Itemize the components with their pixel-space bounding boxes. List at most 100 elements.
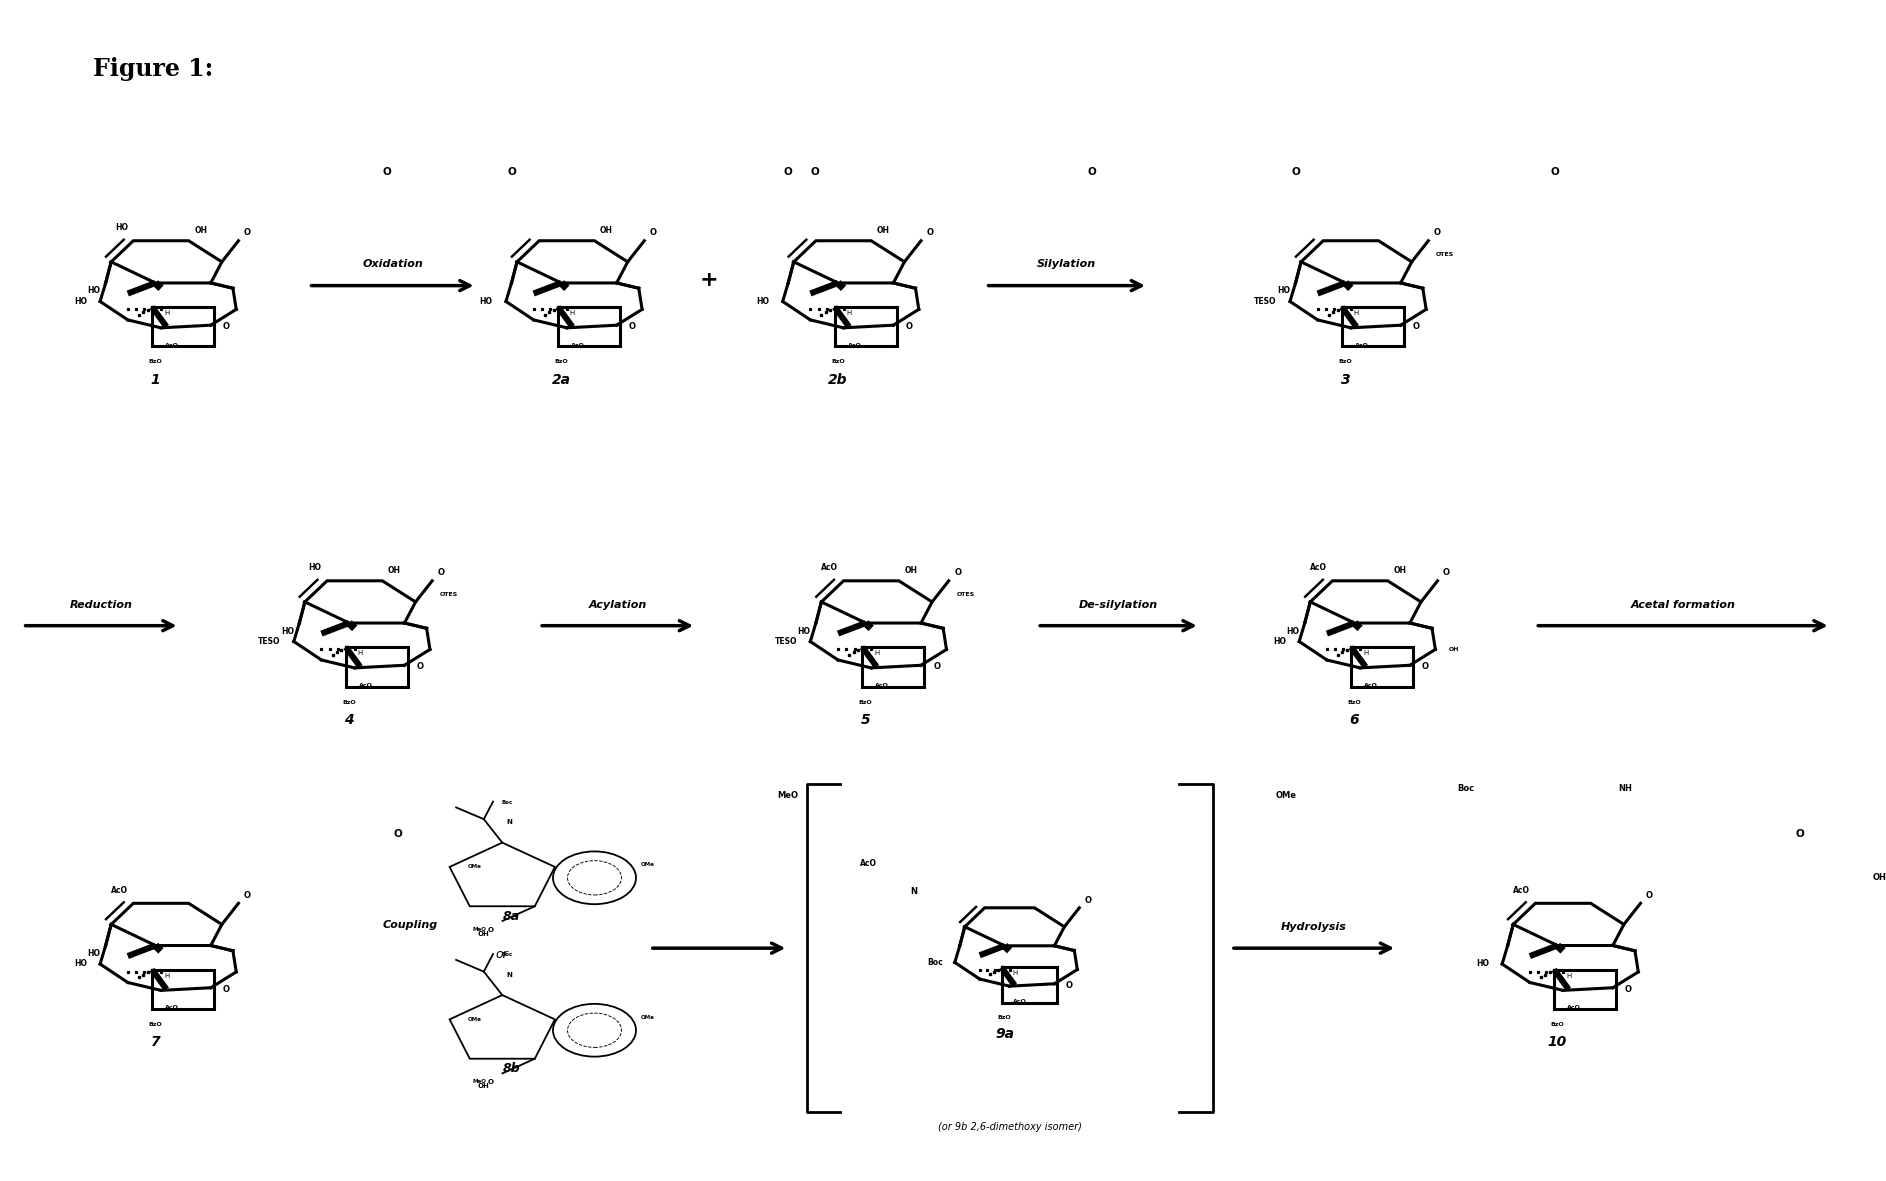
Text: H: H: [1354, 311, 1360, 317]
Text: OH: OH: [905, 566, 917, 575]
Text: Hydrolysis: Hydrolysis: [1281, 922, 1347, 932]
Text: BzO: BzO: [1348, 699, 1362, 705]
Text: H: H: [164, 973, 170, 979]
Text: HO: HO: [87, 950, 100, 958]
Text: O: O: [1413, 322, 1420, 331]
Text: BzO: BzO: [149, 1022, 162, 1027]
Text: BzO: BzO: [554, 359, 568, 365]
Text: AcO: AcO: [166, 1005, 179, 1010]
Text: OTES: OTES: [1435, 253, 1454, 257]
Text: OH: OH: [194, 226, 207, 235]
Text: HO: HO: [309, 563, 321, 573]
Text: HO: HO: [1286, 627, 1299, 635]
Text: O: O: [1086, 167, 1096, 176]
Text: AcO: AcO: [166, 342, 179, 347]
Text: HO: HO: [1277, 287, 1290, 295]
Text: HO: HO: [798, 627, 811, 635]
Text: O: O: [1066, 980, 1073, 990]
Text: O: O: [438, 568, 445, 578]
Text: Boc: Boc: [502, 800, 513, 804]
Text: O: O: [1292, 167, 1299, 176]
Text: O: O: [1084, 895, 1092, 905]
Text: H: H: [873, 650, 879, 657]
Text: 8b: 8b: [502, 1063, 521, 1076]
Text: 2a: 2a: [553, 373, 571, 386]
Text: OTES: OTES: [439, 593, 458, 598]
Text: Boc: Boc: [502, 952, 513, 957]
Text: 3: 3: [1341, 373, 1350, 386]
Text: AcO: AcO: [1354, 342, 1369, 347]
Text: HO: HO: [479, 296, 492, 306]
Text: O: O: [417, 663, 424, 671]
Text: TESO: TESO: [775, 637, 798, 646]
Text: BzO: BzO: [858, 699, 873, 705]
Text: O: O: [487, 927, 494, 933]
Text: Boc: Boc: [928, 958, 943, 967]
Text: O: O: [507, 167, 517, 176]
Text: OH: OH: [600, 226, 613, 235]
Text: H: H: [1565, 973, 1571, 979]
Text: BzO: BzO: [998, 1014, 1011, 1019]
Text: BzO: BzO: [341, 699, 356, 705]
Text: O: O: [223, 322, 230, 331]
Text: AcO: AcO: [111, 886, 128, 895]
Text: HO: HO: [87, 287, 100, 295]
Text: O: O: [954, 568, 962, 578]
Text: Boc: Boc: [1458, 784, 1475, 794]
Text: Figure 1:: Figure 1:: [92, 57, 213, 81]
Text: BzO: BzO: [1339, 359, 1352, 365]
Text: OH: OH: [477, 1083, 490, 1089]
Text: AcO: AcO: [358, 683, 373, 687]
Text: O: O: [487, 1079, 494, 1085]
Text: AcO: AcO: [571, 342, 585, 347]
Text: BzO: BzO: [1550, 1022, 1563, 1027]
Text: O: O: [651, 228, 656, 237]
Text: MeO: MeO: [777, 791, 798, 801]
Text: 1: 1: [151, 373, 160, 386]
Text: AcO: AcO: [1013, 999, 1026, 1005]
Text: 10: 10: [1548, 1036, 1567, 1049]
Text: O: O: [243, 890, 251, 900]
Text: (or 9b 2,6-dimethoxy isomer): (or 9b 2,6-dimethoxy isomer): [937, 1122, 1081, 1131]
Text: 4: 4: [345, 713, 355, 726]
Text: O: O: [394, 829, 402, 840]
Text: O: O: [1443, 568, 1450, 578]
Text: TESO: TESO: [258, 637, 281, 646]
Text: O: O: [1646, 890, 1652, 900]
Text: OH: OH: [877, 226, 890, 235]
Text: NH: NH: [1618, 784, 1631, 794]
Text: 6: 6: [1350, 713, 1360, 726]
Text: O: O: [383, 167, 390, 176]
Text: AcO: AcO: [1311, 563, 1328, 573]
Text: AcO: AcO: [860, 860, 877, 868]
Text: O: O: [1433, 228, 1441, 237]
Text: H: H: [358, 650, 362, 657]
Text: AcO: AcO: [1513, 886, 1530, 895]
Text: MeO: MeO: [472, 927, 487, 932]
Text: HO: HO: [1273, 637, 1286, 646]
Text: Silylation: Silylation: [1037, 260, 1096, 269]
Text: TESO: TESO: [1254, 296, 1277, 306]
Text: MeO: MeO: [472, 1079, 487, 1084]
Text: 9a: 9a: [996, 1026, 1015, 1040]
Text: Coupling: Coupling: [383, 920, 438, 929]
Text: OH: OH: [1394, 566, 1407, 575]
Text: OH: OH: [1448, 647, 1460, 652]
Text: OMe: OMe: [468, 864, 483, 869]
Text: O: O: [1550, 167, 1560, 176]
Text: O: O: [1422, 663, 1430, 671]
Text: HO: HO: [74, 296, 87, 306]
Text: OH: OH: [477, 931, 490, 937]
Text: AcO: AcO: [820, 563, 837, 573]
Text: AcO: AcO: [1567, 1005, 1580, 1010]
Text: H: H: [1013, 970, 1017, 976]
Text: O: O: [1626, 985, 1631, 994]
Text: O: O: [223, 985, 230, 994]
Text: HO: HO: [74, 959, 87, 968]
Text: OMe: OMe: [1275, 791, 1298, 801]
Text: OMe: OMe: [641, 862, 654, 867]
Text: O: O: [1795, 829, 1805, 840]
Text: Oxidation: Oxidation: [362, 260, 422, 269]
Text: BzO: BzO: [149, 359, 162, 365]
Text: 2b: 2b: [828, 373, 849, 386]
